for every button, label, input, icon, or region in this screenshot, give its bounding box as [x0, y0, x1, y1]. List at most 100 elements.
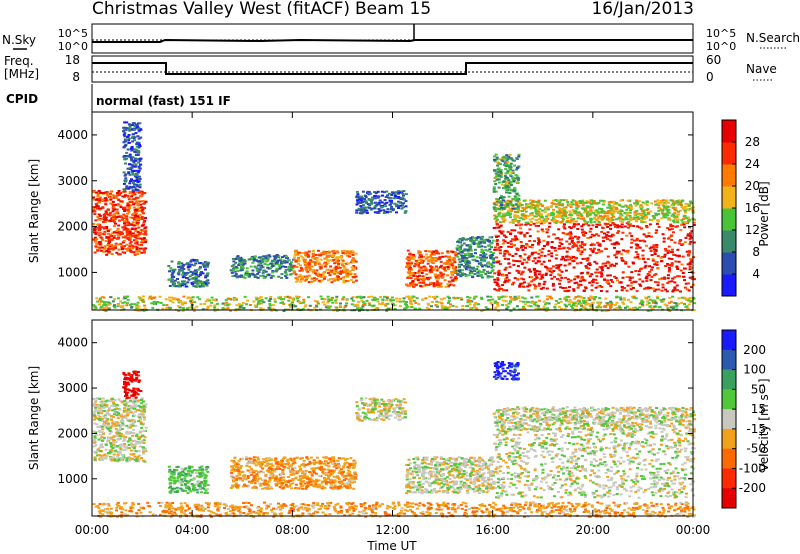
power-cell	[629, 219, 633, 221]
power-cell	[135, 176, 139, 179]
power-cell	[673, 208, 677, 211]
power-cell	[547, 253, 551, 256]
power-cell	[263, 263, 267, 265]
power-cell	[628, 232, 632, 235]
power-cell	[342, 269, 346, 272]
power-cell	[578, 244, 582, 247]
power-cell	[466, 248, 470, 251]
power-cell	[634, 218, 638, 221]
power-cell	[644, 264, 648, 267]
power-cell	[456, 255, 460, 258]
power-cell	[614, 256, 618, 259]
power-cell	[569, 231, 573, 234]
power-cell	[251, 269, 255, 272]
power-cell	[468, 247, 472, 250]
power-cell	[591, 251, 595, 254]
power-cell	[536, 206, 540, 209]
power-cell	[460, 244, 464, 247]
power-cell	[486, 275, 490, 278]
power-cell	[557, 264, 561, 267]
power-cell	[517, 194, 521, 197]
power-cell	[637, 273, 641, 276]
power-cell	[448, 255, 452, 258]
power-cell	[537, 299, 541, 302]
power-cell	[555, 254, 559, 256]
power-cell	[680, 219, 684, 222]
power-cell	[503, 268, 507, 271]
power-cell	[404, 200, 408, 203]
power-cell	[113, 208, 117, 211]
power-cell	[323, 271, 326, 274]
power-cell	[629, 206, 633, 209]
power-cell	[261, 260, 265, 263]
power-cell	[124, 194, 127, 197]
power-cell	[128, 191, 132, 193]
power-cell	[422, 265, 426, 268]
power-cell	[289, 264, 293, 267]
power-cell	[105, 227, 109, 230]
power-cell	[132, 170, 136, 172]
power-cell	[119, 215, 123, 217]
power-cell	[680, 224, 684, 226]
power-cell	[141, 295, 145, 298]
power-cell	[362, 200, 366, 203]
power-cell	[641, 257, 645, 260]
power-cell	[284, 268, 288, 271]
power-cell	[130, 228, 134, 230]
power-cell	[172, 283, 176, 286]
power-cell	[551, 282, 555, 285]
power-cell	[305, 255, 308, 258]
power-cell	[376, 300, 380, 303]
power-cell	[480, 245, 484, 248]
power-cell	[440, 304, 444, 307]
power-cell	[271, 271, 275, 274]
power-cell	[333, 268, 337, 271]
power-cell	[548, 259, 551, 262]
power-cell	[132, 161, 136, 164]
power-cell	[531, 260, 535, 263]
power-cell	[133, 148, 137, 151]
power-cell	[641, 239, 645, 242]
power-cell	[507, 279, 511, 282]
power-cell	[563, 210, 566, 213]
power-cell	[480, 263, 483, 266]
power-cell	[469, 307, 473, 310]
power-cell	[279, 295, 282, 298]
power-cell	[393, 202, 397, 205]
power-cell	[307, 281, 311, 284]
power-cell	[346, 271, 350, 274]
power-cell	[671, 277, 675, 280]
power-cell	[138, 218, 141, 221]
power-cell	[521, 261, 525, 264]
power-cell	[348, 252, 352, 255]
power-cell	[339, 256, 343, 258]
power-cell	[468, 296, 472, 299]
power-cell	[92, 238, 96, 241]
power-cell	[320, 252, 324, 255]
power-cell	[646, 300, 650, 303]
power-cell	[256, 276, 260, 279]
power-cell	[110, 244, 113, 246]
power-cell	[380, 206, 384, 208]
power-cell	[198, 285, 202, 288]
power-cell	[413, 307, 417, 310]
power-cell	[417, 259, 421, 262]
power-cell	[335, 295, 339, 298]
power-cell	[518, 224, 522, 227]
power-cell	[528, 245, 532, 248]
power-cell	[496, 235, 500, 238]
power-cell	[432, 268, 436, 271]
power-cell	[131, 159, 135, 162]
power-cell	[181, 271, 185, 274]
power-cell	[331, 296, 334, 299]
power-cell	[349, 251, 352, 253]
power-cell	[625, 276, 629, 278]
power-cell	[661, 199, 665, 202]
power-cell	[506, 211, 510, 214]
power-cell	[273, 258, 277, 261]
power-cell	[399, 300, 402, 303]
power-cell	[438, 273, 442, 276]
power-cell	[537, 239, 541, 241]
power-cell	[416, 262, 419, 265]
power-cell	[504, 266, 508, 269]
